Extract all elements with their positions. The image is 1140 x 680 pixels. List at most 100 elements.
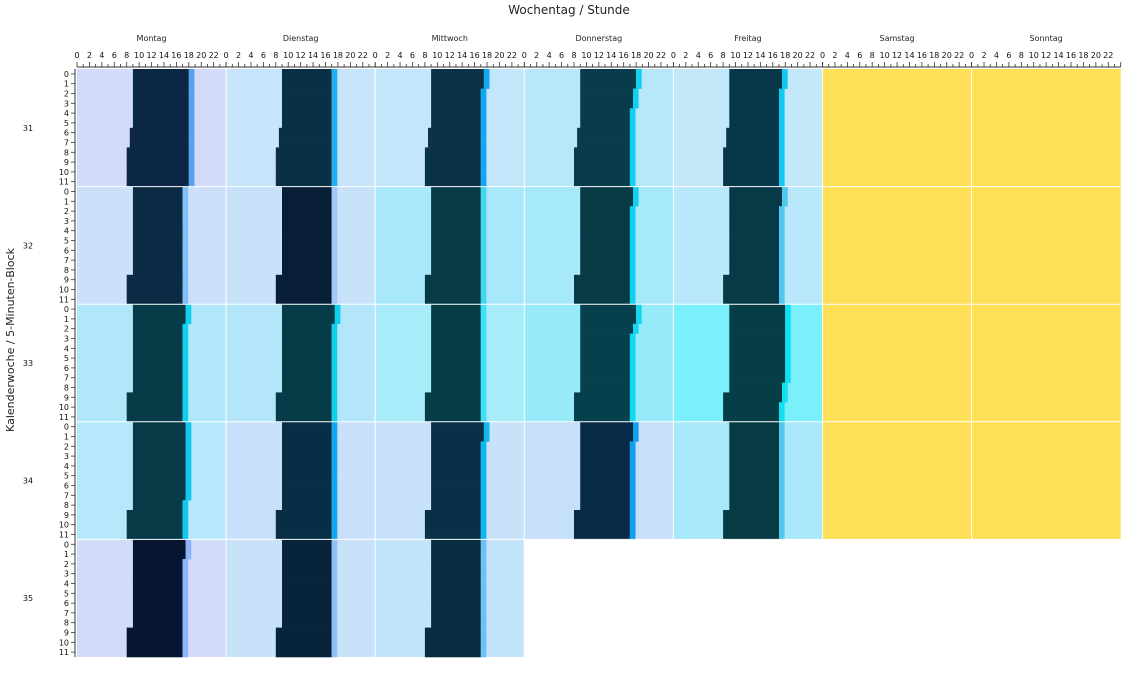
active-band xyxy=(132,568,183,579)
active-band-edge xyxy=(480,118,487,129)
active-band xyxy=(126,167,189,178)
active-band xyxy=(729,421,780,432)
active-band-edge xyxy=(629,284,636,295)
x-tick-label: 10 xyxy=(880,51,890,60)
active-band xyxy=(275,402,332,413)
active-band xyxy=(431,382,481,393)
active-band xyxy=(282,480,332,491)
active-band-edge xyxy=(480,480,487,491)
active-band-edge xyxy=(629,235,636,246)
active-band-edge xyxy=(480,196,487,207)
day-label: Montag xyxy=(137,34,167,43)
y-tick-label: 6 xyxy=(64,246,69,255)
active-band-edge xyxy=(331,78,338,89)
active-band xyxy=(729,118,780,129)
x-tick-label: 20 xyxy=(494,51,504,60)
active-band-edge xyxy=(331,176,338,187)
active-band xyxy=(729,470,780,481)
active-band xyxy=(431,304,481,315)
active-band-edge xyxy=(629,441,636,452)
active-band xyxy=(132,88,189,99)
active-band-edge xyxy=(633,186,639,197)
active-band-edge xyxy=(480,519,487,530)
active-band-edge xyxy=(779,255,785,266)
active-band-edge xyxy=(629,402,636,413)
active-band-edge xyxy=(331,88,338,99)
active-band xyxy=(431,461,481,472)
active-band-edge xyxy=(182,500,189,511)
x-tick-label: 22 xyxy=(954,51,964,60)
active-band xyxy=(282,304,335,315)
x-tick-label: 6 xyxy=(857,51,862,60)
active-band-edge xyxy=(331,216,338,227)
active-band-edge xyxy=(785,343,791,354)
active-band-edge xyxy=(331,598,338,609)
x-tick-label: 16 xyxy=(171,51,181,60)
x-tick-label: 6 xyxy=(112,51,117,60)
active-band xyxy=(132,343,183,354)
active-band-edge xyxy=(331,578,338,589)
active-band xyxy=(132,108,189,119)
active-band-edge xyxy=(779,147,785,158)
active-band-edge xyxy=(480,235,487,246)
active-band xyxy=(282,333,332,344)
y-tick-label: 3 xyxy=(64,452,69,461)
active-band-edge xyxy=(480,245,487,256)
y-tick-label: 5 xyxy=(64,354,69,363)
active-band-edge xyxy=(480,588,487,599)
active-band-edge xyxy=(782,78,788,89)
y-tick-label: 1 xyxy=(64,197,69,206)
y-tick-label: 11 xyxy=(59,648,69,657)
week-label: 32 xyxy=(23,241,33,250)
active-band-edge xyxy=(188,176,195,187)
y-tick-label: 4 xyxy=(64,344,69,353)
active-band xyxy=(132,255,183,266)
active-band xyxy=(126,274,183,285)
active-band xyxy=(580,451,630,462)
active-band-edge xyxy=(779,480,785,491)
active-band xyxy=(431,372,481,383)
active-band-edge xyxy=(331,519,338,530)
active-band-edge xyxy=(779,461,785,472)
active-band-edge xyxy=(331,500,338,511)
active-band xyxy=(126,647,183,658)
active-band xyxy=(132,451,186,462)
x-tick-label: 2 xyxy=(385,51,390,60)
active-band-edge xyxy=(779,402,785,413)
active-band-edge xyxy=(779,274,785,285)
active-band xyxy=(424,176,481,187)
active-band-edge xyxy=(480,167,487,178)
active-band xyxy=(126,519,183,530)
active-band xyxy=(282,568,332,579)
active-band-edge xyxy=(182,245,189,256)
active-band-edge xyxy=(331,627,338,638)
active-band-edge xyxy=(629,519,636,530)
active-band xyxy=(282,549,332,560)
y-tick-label: 4 xyxy=(64,462,69,471)
active-band xyxy=(132,480,186,491)
active-band xyxy=(424,637,481,648)
y-tick-label: 2 xyxy=(64,325,69,334)
active-band-edge xyxy=(629,157,636,168)
active-band xyxy=(580,206,630,217)
active-band xyxy=(580,255,630,266)
y-tick-label: 2 xyxy=(64,90,69,99)
active-band-edge xyxy=(785,304,791,315)
active-band xyxy=(431,206,481,217)
x-tick-label: 16 xyxy=(768,51,778,60)
active-band-edge xyxy=(785,372,791,383)
active-band xyxy=(431,578,481,589)
active-band xyxy=(132,470,186,481)
y-tick-label: 7 xyxy=(64,139,69,148)
active-band xyxy=(126,627,183,638)
active-band xyxy=(126,402,183,413)
active-band xyxy=(723,510,780,521)
active-band-edge xyxy=(182,637,189,648)
active-band xyxy=(282,235,332,246)
active-band xyxy=(580,372,630,383)
active-band xyxy=(282,265,332,276)
active-band-edge xyxy=(779,108,785,119)
x-tick-label: 8 xyxy=(422,51,427,60)
active-band xyxy=(577,127,630,138)
x-tick-label: 16 xyxy=(320,51,330,60)
